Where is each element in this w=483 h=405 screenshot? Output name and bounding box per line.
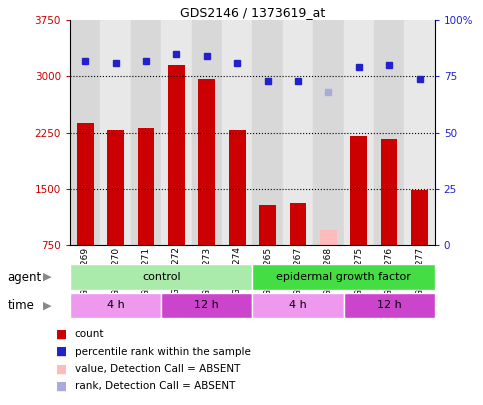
Bar bbox=[70, 20, 100, 245]
Text: value, Detection Call = ABSENT: value, Detection Call = ABSENT bbox=[75, 364, 240, 374]
Bar bbox=[350, 136, 367, 245]
Text: 4 h: 4 h bbox=[289, 301, 307, 310]
Text: percentile rank within the sample: percentile rank within the sample bbox=[75, 347, 251, 356]
Text: control: control bbox=[142, 272, 181, 282]
Bar bbox=[283, 20, 313, 245]
Bar bbox=[343, 20, 374, 245]
Text: 12 h: 12 h bbox=[195, 301, 219, 310]
Bar bbox=[404, 20, 435, 245]
Text: ■: ■ bbox=[56, 328, 67, 341]
Text: 12 h: 12 h bbox=[377, 301, 401, 310]
Text: count: count bbox=[75, 329, 104, 339]
Bar bbox=[381, 139, 398, 245]
Bar bbox=[343, 293, 435, 318]
Bar bbox=[77, 123, 94, 245]
Bar bbox=[411, 190, 428, 245]
Text: ■: ■ bbox=[56, 380, 67, 393]
Text: ■: ■ bbox=[56, 345, 67, 358]
Bar bbox=[161, 293, 252, 318]
Text: ■: ■ bbox=[56, 362, 67, 375]
Bar bbox=[161, 20, 192, 245]
Bar bbox=[138, 128, 155, 245]
Bar bbox=[131, 20, 161, 245]
Text: agent: agent bbox=[7, 271, 42, 284]
Text: 4 h: 4 h bbox=[107, 301, 125, 310]
Bar bbox=[100, 20, 131, 245]
Bar bbox=[320, 230, 337, 245]
Title: GDS2146 / 1373619_at: GDS2146 / 1373619_at bbox=[180, 6, 325, 19]
Bar bbox=[168, 65, 185, 245]
Bar bbox=[192, 20, 222, 245]
Bar bbox=[313, 20, 343, 245]
Text: rank, Detection Call = ABSENT: rank, Detection Call = ABSENT bbox=[75, 382, 235, 391]
Bar bbox=[70, 264, 252, 290]
Bar bbox=[252, 293, 343, 318]
Bar bbox=[374, 20, 404, 245]
Bar bbox=[290, 203, 306, 245]
Text: time: time bbox=[7, 299, 34, 312]
Bar bbox=[70, 293, 161, 318]
Bar bbox=[229, 130, 245, 245]
Text: ▶: ▶ bbox=[43, 272, 52, 282]
Bar bbox=[107, 130, 124, 245]
Bar bbox=[199, 79, 215, 245]
Bar bbox=[222, 20, 252, 245]
Bar bbox=[259, 205, 276, 245]
Bar bbox=[252, 20, 283, 245]
Bar bbox=[252, 264, 435, 290]
Text: epidermal growth factor: epidermal growth factor bbox=[276, 272, 411, 282]
Text: ▶: ▶ bbox=[43, 301, 52, 310]
